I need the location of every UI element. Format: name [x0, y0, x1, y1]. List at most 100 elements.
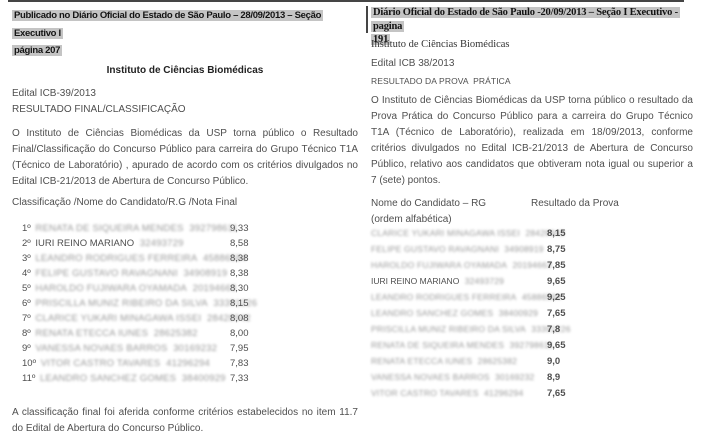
candidate-exam-score: 7,8	[547, 324, 561, 335]
candidate-exam-score: 9,65	[547, 276, 566, 287]
candidate-rg: 33391226	[531, 324, 571, 334]
candidate-rg: 34908919	[504, 244, 544, 254]
candidate-rg: 33391226	[213, 298, 258, 309]
result-row: IURI REINO MARIANO 32493729 9,65	[371, 276, 693, 292]
candidate-name: VANESSA NOVAES BARROS	[35, 343, 168, 354]
candidate-name: RENATA DE SIQUEIRA MENDES	[371, 340, 505, 350]
candidate-name: VITOR CASTRO TAVARES	[371, 388, 479, 398]
candidate-exam-score: 7,65	[547, 388, 566, 399]
body-paragraph: O Instituto de Ciências Biomédicas da US…	[371, 95, 693, 186]
candidate-rg: 41296294	[483, 388, 524, 398]
classification-row: 10º VITOR CASTRO TAVARES 41296294 7,83	[22, 358, 358, 373]
candidate-rg: 32493729	[464, 276, 505, 286]
institution-title: Instituto de Ciências Biomédicas	[371, 39, 510, 50]
candidate-rg: 34908919	[183, 268, 228, 279]
candidate-final-score: 8,00	[230, 328, 249, 339]
classification-row: 7º CLARICE YUKARI MINAGAWA ISSEI 2842894…	[22, 313, 358, 328]
classification-row: 6º PRISCILLA MUNIZ RIBEIRO DA SILVA 3339…	[22, 298, 358, 313]
classification-row: 2º IURI REINO MARIANO 32493729 8,58	[22, 238, 358, 253]
candidate-name: IURI REINO MARIANO	[35, 238, 135, 249]
column-header-result: Resultado da Prova	[531, 198, 619, 209]
candidate-name: VITOR CASTRO TAVARES	[40, 358, 161, 369]
candidate-rg: 28625382	[477, 356, 518, 366]
result-row: PRISCILLA MUNIZ RIBEIRO DA SILVA 3339122…	[371, 324, 693, 340]
candidate-final-score: 7,95	[230, 343, 249, 354]
candidate-exam-score: 8,15	[547, 228, 566, 239]
candidate-final-score: 7,33	[230, 373, 249, 384]
edital-number: Edital ICB 38/2013	[371, 58, 455, 69]
candidate-exam-score: 9,25	[547, 292, 566, 303]
candidate-rg: 30169232	[173, 343, 218, 354]
candidate-rank: 1º	[22, 223, 31, 234]
candidate-rg: 20194663	[512, 260, 552, 270]
classification-list: 1º RENATA DE SIQUEIRA MENDES 392798611 9…	[22, 223, 358, 388]
candidate-rg: 38400929	[181, 373, 226, 384]
body-paragraph: O Instituto de Ciências Biomédicas da US…	[12, 128, 358, 187]
candidate-rank: 9º	[22, 343, 31, 354]
result-row: LEANDRO SANCHEZ GOMES 38400929 7,65	[371, 308, 693, 324]
publication-header-left: Publicado no Diário Oficial do Estado de…	[12, 7, 358, 60]
result-row: RENATA DE SIQUEIRA MENDES 392798611 9,65	[371, 340, 693, 356]
column-header-name-line1: Nome do Candidato – RG	[371, 198, 487, 209]
candidate-rg: 28625382	[153, 328, 198, 339]
candidate-rg: 28428942	[525, 228, 565, 238]
candidate-name: CLARICE YUKARI MINAGAWA ISSEI	[371, 228, 521, 238]
classification-row: 4º FELIPE GUSTAVO RAVAGNANI 34908919 8,3…	[22, 268, 358, 283]
publication-header-line2: 191	[371, 34, 391, 45]
candidate-rank: 3º	[22, 253, 31, 264]
section-title: RESULTADO FINAL/CLASSIFICAÇÃO	[12, 104, 186, 115]
candidate-rg: 392798611	[189, 223, 238, 234]
candidate-name: LEANDRO RODRIGUES FERREIRA	[35, 253, 198, 264]
candidate-exam-score: 8,9	[547, 372, 561, 383]
candidate-rank: 10º	[22, 358, 37, 369]
column-header-name-line2: (ordem alfabética)	[371, 214, 452, 225]
top-rule	[8, 0, 684, 2]
edital-number: Edital ICB-39/2013	[12, 88, 96, 99]
classification-row: 3º LEANDRO RODRIGUES FERREIRA 45886584 8…	[22, 253, 358, 268]
candidate-final-score: 8,38	[230, 268, 249, 279]
result-row: VITOR CASTRO TAVARES 41296294 7,65	[371, 388, 693, 404]
gazette-left-snippet: Publicado no Diário Oficial do Estado de…	[12, 7, 358, 437]
institution-title: Instituto de Ciências Biomédicas	[106, 65, 264, 76]
classification-row: 5º HAROLDO FUJIWARA OYAMADA 20194663 8,3…	[22, 283, 358, 298]
gazette-right-snippet: Diário Oficial do Estado de São Paulo -2…	[371, 6, 696, 436]
classification-row: 9º VANESSA NOVAES BARROS 30169232 7,95	[22, 343, 358, 358]
candidate-name: LEANDRO RODRIGUES FERREIRA	[371, 292, 517, 302]
column-divider-rule	[366, 6, 368, 33]
candidate-name: FELIPE GUSTAVO RAVAGNANI	[35, 268, 178, 279]
candidate-rg: 30169232	[495, 372, 535, 382]
candidate-final-score: 8,15	[230, 298, 249, 309]
candidate-rank: 7º	[22, 313, 31, 324]
result-row: FELIPE GUSTAVO RAVAGNANI 34908919 8,75	[371, 244, 693, 260]
footer-note: A classificação final foi aferida confor…	[12, 407, 358, 434]
result-row: RENATA ETECCA IUNES 28625382 9,0	[371, 356, 693, 372]
candidate-final-score: 9,33	[230, 223, 249, 234]
candidate-rg: 392798611	[509, 340, 554, 350]
publication-header-line1: Diário Oficial do Estado de São Paulo -2…	[371, 7, 680, 32]
candidate-final-score: 8,38	[230, 253, 249, 264]
candidate-exam-score: 7,85	[547, 260, 566, 271]
classification-row: 8º RENATA ETECCA IUNES 28625382 8,00	[22, 328, 358, 343]
candidate-rg: 32493729	[139, 238, 184, 249]
candidate-name: LEANDRO SANCHEZ GOMES	[39, 373, 177, 384]
candidate-exam-score: 9,65	[547, 340, 566, 351]
section-title: RESULTADO DA PROVA PRÁTICA	[371, 76, 511, 86]
classification-row: 11º LEANDRO SANCHEZ GOMES 38400929 7,33	[22, 373, 358, 388]
candidate-name: PRISCILLA MUNIZ RIBEIRO DA SILVA	[35, 298, 208, 309]
publication-header-line2: página 207	[12, 45, 63, 56]
candidate-name: VANESSA NOVAES BARROS	[371, 372, 490, 382]
publication-header-line1: Publicado no Diário Oficial do Estado de…	[12, 10, 324, 39]
candidate-rank: 5º	[22, 283, 31, 294]
candidate-name: RENATA ETECCA IUNES	[35, 328, 149, 339]
candidate-name: CLARICE YUKARI MINAGAWA ISSEI	[35, 313, 202, 324]
candidate-rg: 41296294	[166, 358, 210, 369]
candidate-rg: 45886584	[203, 253, 247, 264]
publication-header-right: Diário Oficial do Estado de São Paulo -2…	[371, 6, 696, 47]
candidate-rg: 28428942	[206, 313, 251, 324]
candidate-rg: 45886584	[521, 292, 562, 302]
result-row: HAROLDO FUJIWARA OYAMADA 20194663 7,85	[371, 260, 693, 276]
candidate-name: RENATA ETECCA IUNES	[371, 356, 473, 366]
candidate-name: FELIPE GUSTAVO RAVAGNANI	[371, 244, 499, 254]
result-row: VANESSA NOVAES BARROS 30169232 8,9	[371, 372, 693, 388]
